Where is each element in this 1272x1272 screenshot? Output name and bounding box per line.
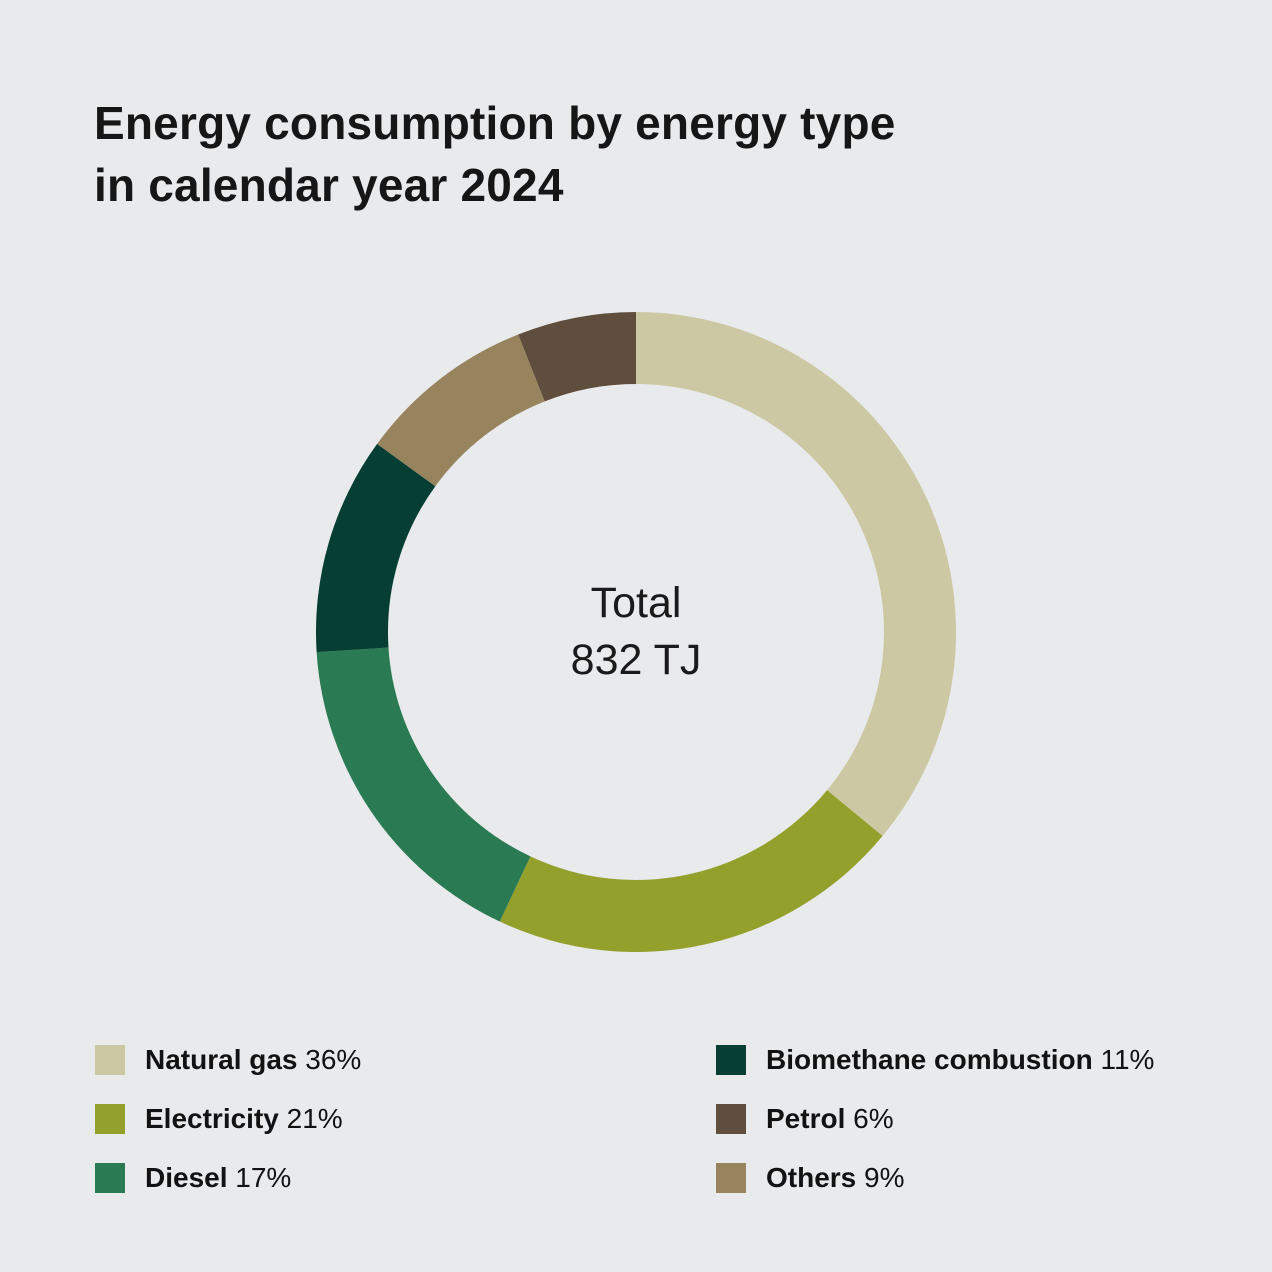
- legend-percent: 36%: [305, 1044, 362, 1075]
- legend-label: Others: [766, 1162, 857, 1193]
- legend-item-natural-gas: Natural gas 36%: [95, 1045, 361, 1075]
- legend-label: Diesel: [145, 1162, 228, 1193]
- legend-label: Electricity: [145, 1103, 279, 1134]
- legend-percent: 9%: [864, 1162, 905, 1193]
- chart-title-line2: in calendar year 2024: [94, 159, 564, 211]
- legend-percent: 11%: [1100, 1044, 1155, 1075]
- legend-item-electricity: Electricity 21%: [95, 1104, 361, 1134]
- donut-segment-biomethane-combustion: [315, 443, 436, 653]
- legend-label: Petrol: [766, 1103, 846, 1134]
- legend-percent: 6%: [853, 1103, 894, 1134]
- legend-swatch-diesel: [95, 1163, 125, 1193]
- chart-title: Energy consumption by energy type in cal…: [94, 92, 896, 216]
- legend-item-petrol: Petrol 6%: [716, 1104, 1154, 1134]
- legend-swatch-electricity: [95, 1104, 125, 1134]
- legend-swatch-others: [716, 1163, 746, 1193]
- donut-segment-petrol: [518, 312, 636, 402]
- legend-label: Biomethane combustion: [766, 1044, 1093, 1075]
- legend-swatch-natural-gas: [95, 1045, 125, 1075]
- legend-column-right: Biomethane combustion 11% Petrol 6% Othe…: [716, 1045, 1154, 1222]
- legend-item-others: Others 9%: [716, 1163, 1154, 1193]
- legend-label: Natural gas: [145, 1044, 298, 1075]
- legend-percent: 21%: [286, 1103, 343, 1134]
- donut-chart: [315, 312, 956, 952]
- donut-segment-electricity: [499, 790, 883, 952]
- legend-percent: 17%: [235, 1162, 292, 1193]
- donut-segment-diesel: [316, 647, 531, 922]
- legend-item-diesel: Diesel 17%: [95, 1163, 361, 1193]
- donut-segment-others: [377, 334, 545, 487]
- legend-swatch-biomethane-combustion: [716, 1045, 746, 1075]
- legend-column-left: Natural gas 36% Electricity 21% Diesel 1…: [95, 1045, 361, 1222]
- chart-title-line1: Energy consumption by energy type: [94, 97, 896, 149]
- donut-chart-area: Total 832 TJ: [296, 292, 976, 972]
- legend-swatch-petrol: [716, 1104, 746, 1134]
- donut-segment-natural-gas: [636, 312, 956, 836]
- legend-item-biomethane-combustion: Biomethane combustion 11%: [716, 1045, 1154, 1075]
